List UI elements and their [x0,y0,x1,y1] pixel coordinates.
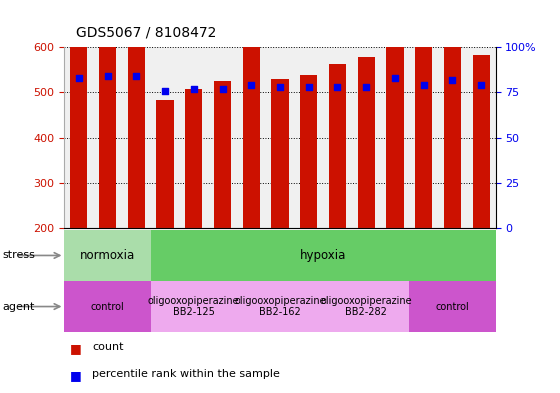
Bar [329,64,346,228]
Point [247,82,256,88]
Text: GDS5067 / 8108472: GDS5067 / 8108472 [76,25,216,39]
Text: agent: agent [3,301,35,312]
Bar [64,230,151,281]
Point [161,87,170,94]
Bar [358,57,375,228]
Text: oligooxopiperazine
BB2-125: oligooxopiperazine BB2-125 [148,296,240,317]
Point [448,77,457,83]
Text: oligooxopiperazine
BB2-162: oligooxopiperazine BB2-162 [234,296,326,317]
Text: count: count [92,342,124,352]
Bar [473,55,490,228]
Bar [151,230,496,281]
Point [218,86,227,92]
Text: control: control [436,301,469,312]
Bar [409,281,496,332]
Bar [300,75,318,228]
Text: stress: stress [3,250,36,261]
Text: hypoxia: hypoxia [300,249,346,262]
Bar [272,79,288,228]
Point [362,84,371,90]
Bar [70,17,87,228]
Bar [444,3,461,228]
Point [132,73,141,79]
Point [390,75,399,81]
Bar [415,38,432,228]
Bar [237,281,323,332]
Point [276,84,284,90]
Bar [99,0,116,228]
Point [74,75,83,81]
Bar [128,0,145,228]
Bar [185,89,202,228]
Point [103,73,112,79]
Bar [151,281,237,332]
Bar [242,0,260,228]
Bar [64,281,151,332]
Text: normoxia: normoxia [80,249,135,262]
Bar [156,100,174,228]
Bar [386,6,404,228]
Bar [323,281,409,332]
Bar [214,81,231,228]
Text: control: control [91,301,124,312]
Text: ■: ■ [70,369,82,382]
Point [304,84,313,90]
Point [189,86,198,92]
Point [333,84,342,90]
Point [419,82,428,88]
Text: ■: ■ [70,342,82,355]
Text: percentile rank within the sample: percentile rank within the sample [92,369,280,379]
Text: oligooxopiperazine
BB2-282: oligooxopiperazine BB2-282 [320,296,412,317]
Point [477,82,486,88]
